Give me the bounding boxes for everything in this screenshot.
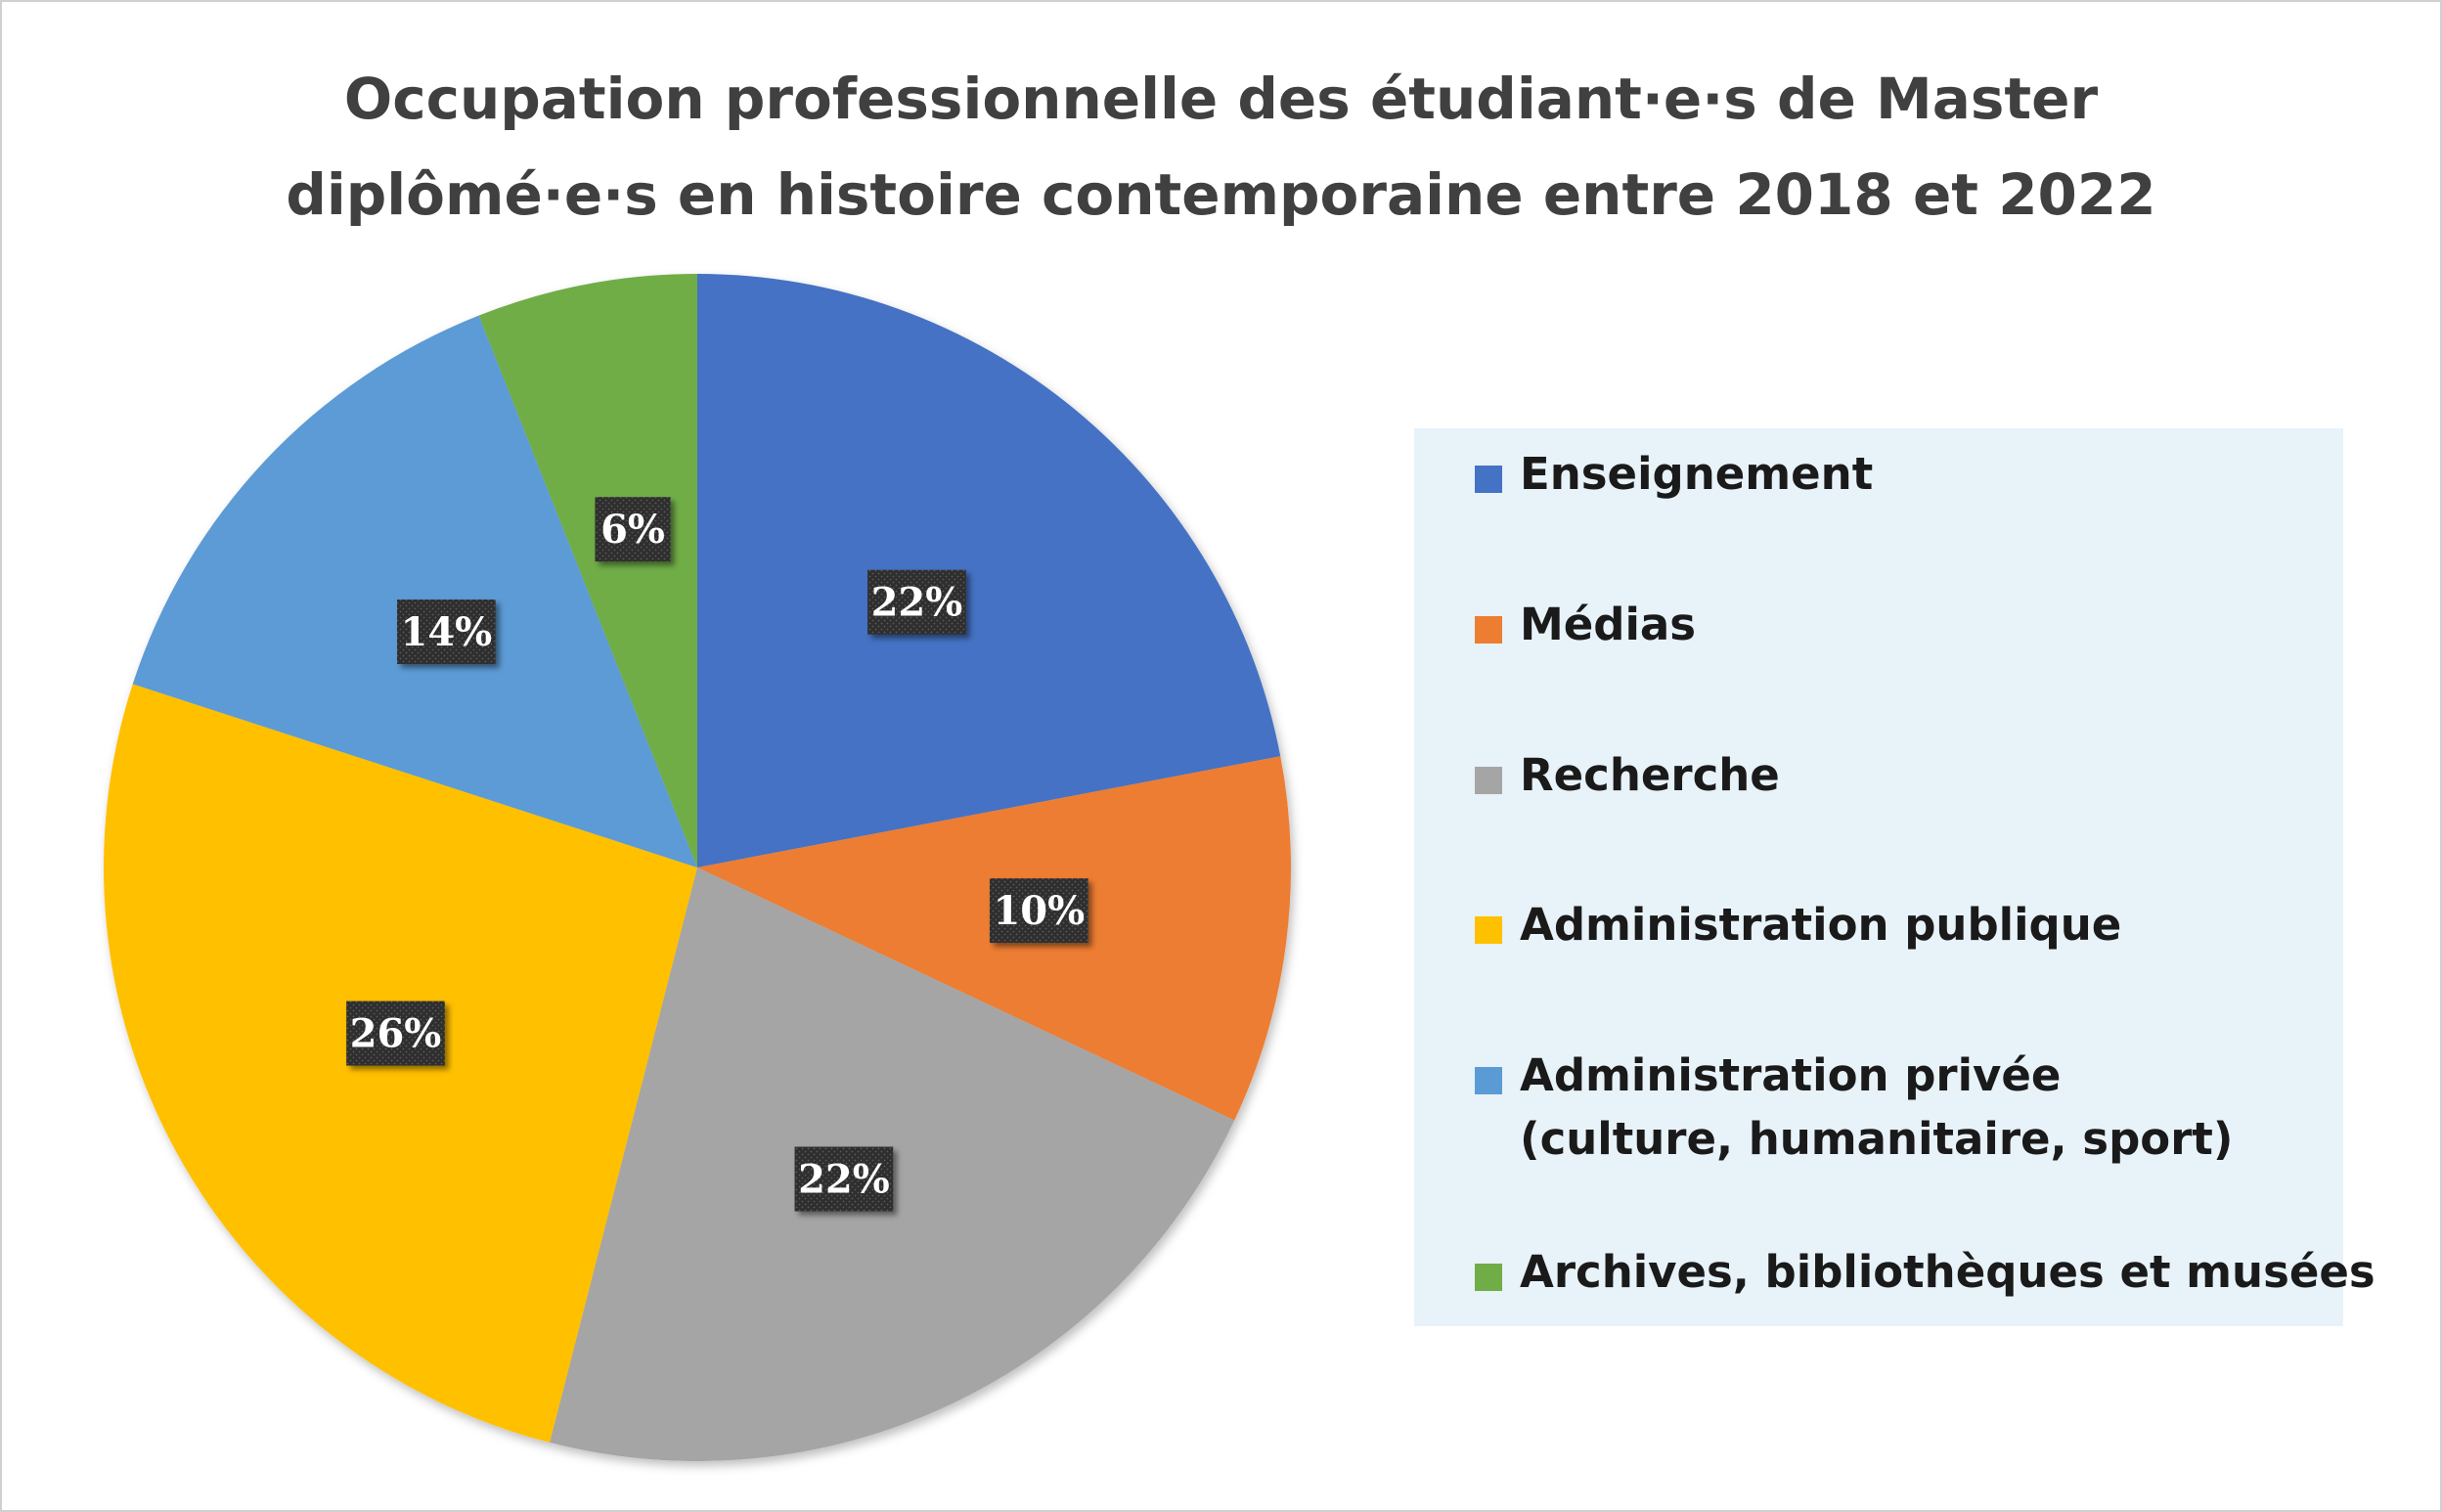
data-label-box	[595, 497, 671, 562]
data-label-text: 22%	[871, 580, 963, 626]
data-label-box	[346, 1001, 445, 1066]
pie-slice-enseignement	[697, 274, 1281, 867]
legend-item-administration-privee-culture-humanitaire-sport: Administration privée (culture, humanitai…	[1475, 1044, 2233, 1171]
data-label-enseignement: 22%	[867, 569, 966, 635]
data-label-text: 10%	[993, 888, 1085, 934]
data-label-box	[397, 599, 496, 664]
data-label-administration-privee-culture-humanitaire-sport: 14%	[397, 599, 496, 664]
legend-label: Recherche	[1520, 749, 1780, 801]
legend-label: Administration privée	[1520, 1049, 2062, 1101]
legend-swatch	[1475, 767, 1502, 794]
legend-swatch	[1475, 1264, 1502, 1291]
data-label-archives-bibliotheques-et-musees: 6%	[595, 497, 671, 562]
legend-label: Médias	[1520, 599, 1697, 650]
legend-item-enseignement: Enseignement	[1475, 442, 1873, 506]
chart-title: Occupation professionnelle des étudiant·…	[0, 51, 2442, 243]
legend-swatch	[1475, 916, 1502, 944]
data-label-text: 14%	[401, 609, 493, 655]
data-label-medias: 10%	[989, 878, 1088, 944]
legend-label: Enseignement	[1520, 448, 1874, 500]
legend: Enseignement Médias Recherche Administratio…	[1414, 428, 2375, 1326]
legend-item-medias: Médias	[1475, 593, 1696, 656]
data-label-box	[989, 878, 1088, 944]
pie-slice-archives-bibliotheques-et-musees	[478, 274, 697, 867]
legend-swatch	[1475, 616, 1502, 644]
data-label-text: 22%	[798, 1157, 890, 1203]
pie-slice-administration-privee-culture-humanitaire-sport	[132, 315, 698, 867]
data-label-text: 26%	[350, 1011, 442, 1057]
legend-label: Archives, bibliothèques et musées	[1520, 1246, 2375, 1298]
chart-title-line-2: diplômé·e·s en histoire contemporaine en…	[286, 161, 2156, 228]
legend-item-recherche: Recherche	[1475, 743, 1780, 807]
legend-label: Administration publique	[1520, 899, 2122, 951]
legend-item-archives-bibliotheques-et-musees: Archives, bibliothèques et musées	[1475, 1240, 2375, 1304]
data-label-box	[794, 1146, 894, 1212]
legend-label: (culture, humanitaire, sport)	[1520, 1113, 2234, 1165]
data-label-administration-publique: 26%	[346, 1001, 445, 1066]
data-label-text: 6%	[600, 507, 665, 553]
data-label-box	[867, 569, 966, 635]
chart-title-line-1: Occupation professionnelle des étudiant·…	[343, 66, 2099, 132]
legend-swatch	[1475, 1067, 1502, 1094]
data-label-recherche: 22%	[794, 1146, 894, 1212]
legend-item-administration-publique: Administration publique	[1475, 893, 2121, 956]
legend-swatch	[1475, 466, 1502, 493]
